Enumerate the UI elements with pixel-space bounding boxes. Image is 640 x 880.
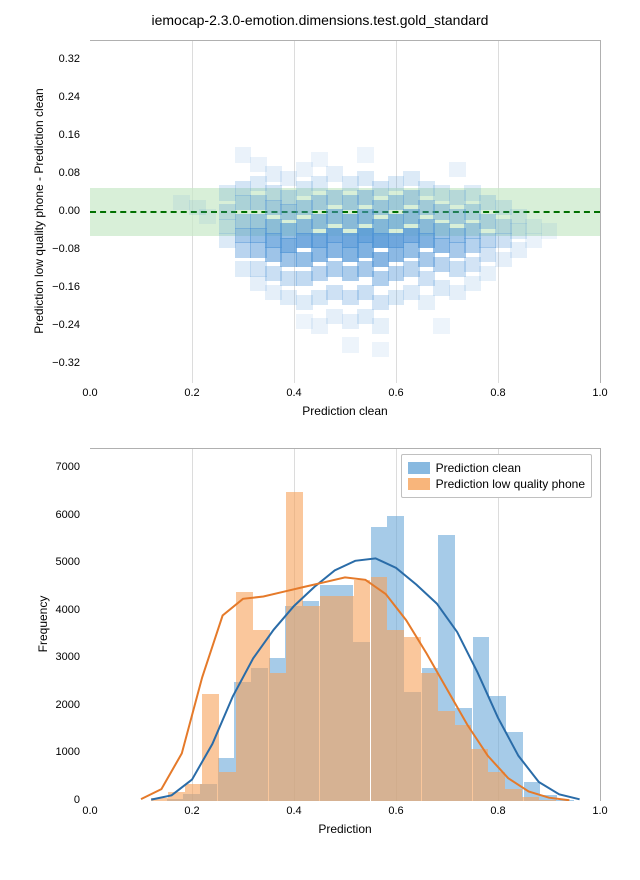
xtick: 0.8 [490, 387, 505, 399]
zero-line [90, 211, 600, 213]
xtick: 0.0 [82, 805, 97, 817]
kde-overlay [90, 449, 600, 801]
legend: Prediction clean Prediction low quality p… [401, 454, 592, 498]
xtick: 0.6 [388, 805, 403, 817]
figure-title: iemocap-2.3.0-emotion.dimensions.test.go… [0, 12, 640, 28]
x-axis-label: Prediction clean [302, 404, 387, 418]
xtick: 1.0 [592, 387, 607, 399]
legend-swatch [408, 462, 430, 474]
y-axis-label: Frequency [36, 596, 50, 653]
difference-heatmap-panel [90, 40, 601, 383]
xtick: 0.2 [184, 387, 199, 399]
legend-swatch [408, 478, 430, 490]
xtick: 0.4 [286, 387, 301, 399]
figure: iemocap-2.3.0-emotion.dimensions.test.go… [0, 0, 640, 880]
xtick: 0.8 [490, 805, 505, 817]
xtick: 0.6 [388, 387, 403, 399]
kde-line [141, 577, 569, 800]
histogram-panel [90, 448, 601, 801]
y-axis-label: Prediction low quality phone - Predictio… [32, 88, 46, 333]
xtick: 0.4 [286, 805, 301, 817]
legend-label: Prediction low quality phone [436, 477, 585, 491]
legend-label: Prediction clean [436, 461, 521, 475]
xtick: 0.2 [184, 805, 199, 817]
xtick: 0.0 [82, 387, 97, 399]
xtick: 1.0 [592, 805, 607, 817]
kde-line [151, 558, 579, 799]
x-axis-label: Prediction [318, 822, 371, 836]
